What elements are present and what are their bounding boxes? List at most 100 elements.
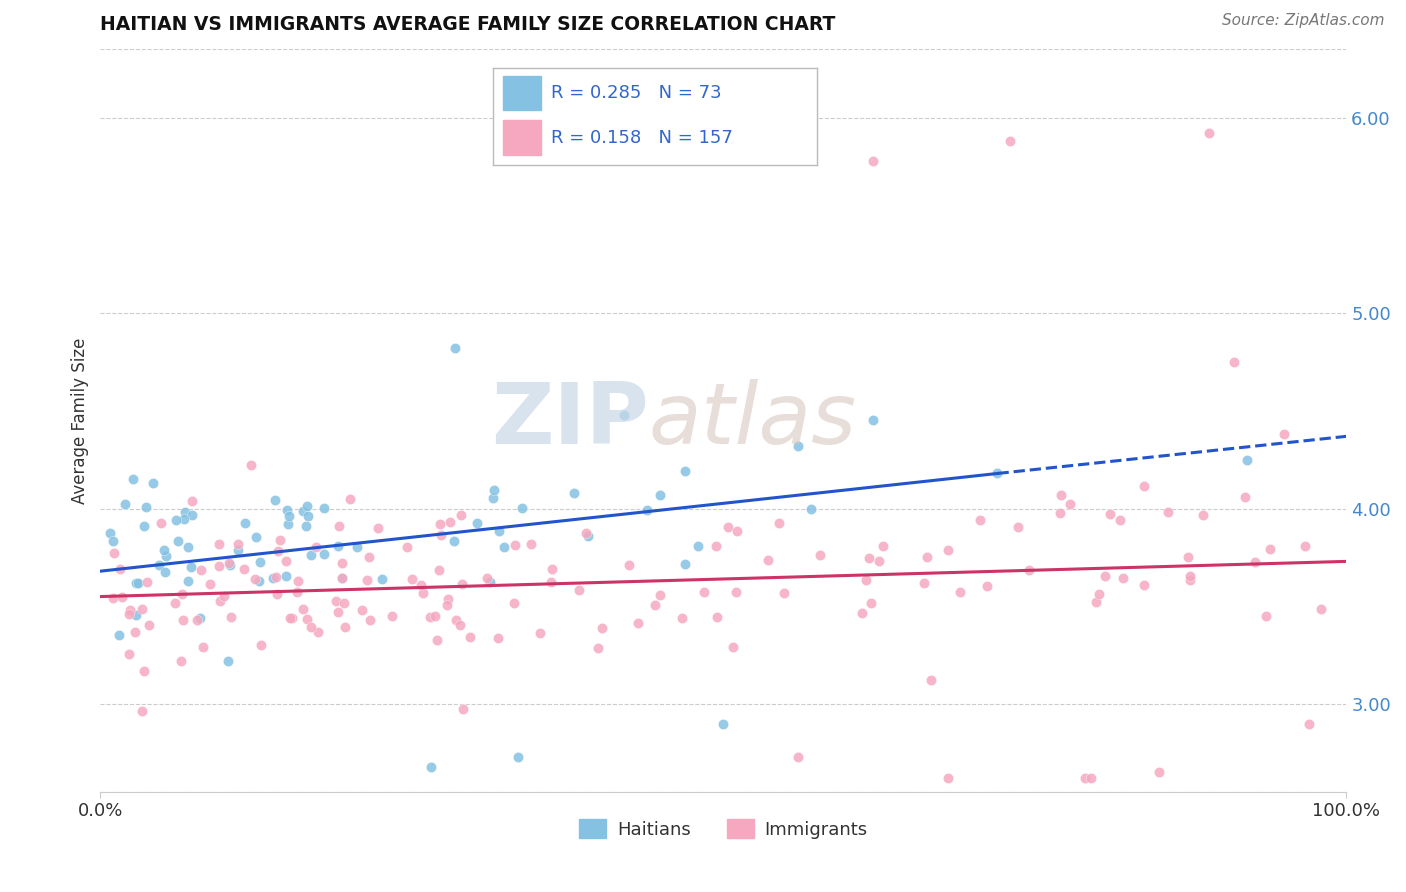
Point <box>276 503 298 517</box>
Point <box>1233 490 1256 504</box>
Point <box>299 620 322 634</box>
Point <box>1007 519 1029 533</box>
Point <box>1236 453 1258 467</box>
Text: Source: ZipAtlas.com: Source: ZipAtlas.com <box>1222 13 1385 29</box>
Point <box>627 616 650 631</box>
Point <box>575 526 598 541</box>
Point <box>188 611 211 625</box>
Point <box>148 558 170 572</box>
Point <box>673 558 696 572</box>
Point <box>453 701 475 715</box>
Point <box>1244 555 1267 569</box>
Point <box>858 551 880 566</box>
Point <box>969 513 991 527</box>
Point <box>233 516 256 530</box>
Point <box>1223 355 1246 369</box>
Point <box>101 533 124 548</box>
Point <box>998 134 1021 148</box>
Point <box>326 605 349 619</box>
Point <box>264 492 287 507</box>
Point <box>693 585 716 599</box>
Point <box>1094 569 1116 583</box>
Point <box>1309 601 1331 615</box>
Point <box>269 533 291 548</box>
Point <box>131 602 153 616</box>
Point <box>808 548 831 562</box>
Point <box>541 562 564 576</box>
Point <box>297 612 319 626</box>
Text: ZIP: ZIP <box>491 379 648 462</box>
Point <box>429 516 451 531</box>
Point <box>217 654 239 668</box>
Point <box>218 558 240 572</box>
Point <box>267 544 290 558</box>
Legend: Haitians, Immigrants: Haitians, Immigrants <box>572 813 875 846</box>
Point <box>467 516 489 530</box>
Point <box>172 586 194 600</box>
Point <box>488 632 510 646</box>
Y-axis label: Average Family Size: Average Family Size <box>72 337 89 504</box>
Point <box>1178 573 1201 587</box>
Point <box>1156 506 1178 520</box>
Point <box>165 513 187 527</box>
Point <box>411 578 433 592</box>
Point <box>233 562 256 576</box>
Point <box>976 579 998 593</box>
Point <box>266 570 288 584</box>
Point <box>437 592 460 607</box>
Point <box>173 505 195 519</box>
Point <box>430 528 453 542</box>
Point <box>173 511 195 525</box>
Point <box>332 571 354 585</box>
Point <box>280 611 302 625</box>
Point <box>773 585 796 599</box>
Point <box>150 516 173 530</box>
Point <box>325 594 347 608</box>
Point <box>1254 608 1277 623</box>
Point <box>181 508 204 522</box>
Point <box>287 574 309 588</box>
Point <box>1298 716 1320 731</box>
Point <box>356 573 378 587</box>
Point <box>274 554 297 568</box>
Point <box>936 772 959 786</box>
Point <box>177 574 200 588</box>
Point <box>706 609 728 624</box>
Point <box>1073 772 1095 786</box>
Point <box>328 519 350 533</box>
Point <box>219 610 242 624</box>
Point <box>125 607 148 622</box>
Point <box>949 585 972 599</box>
Point <box>305 540 328 554</box>
Point <box>429 563 451 577</box>
Point <box>218 557 240 571</box>
Point <box>346 540 368 554</box>
Point <box>339 491 361 506</box>
Point <box>280 611 302 625</box>
Point <box>478 574 501 589</box>
Point <box>330 556 353 570</box>
Point <box>312 501 335 516</box>
Point <box>131 704 153 718</box>
Point <box>249 555 271 569</box>
Point <box>326 539 349 553</box>
Point <box>118 603 141 617</box>
Point <box>1260 542 1282 557</box>
Point <box>443 534 465 549</box>
Point <box>226 542 249 557</box>
Point <box>335 620 357 634</box>
Point <box>529 626 551 640</box>
Point <box>307 625 329 640</box>
Point <box>1080 772 1102 786</box>
Point <box>101 591 124 605</box>
Point <box>482 491 505 505</box>
Point <box>576 528 599 542</box>
Point <box>138 617 160 632</box>
Point <box>724 585 747 599</box>
Point <box>277 516 299 531</box>
Point <box>855 573 877 587</box>
Point <box>1294 539 1316 553</box>
Point <box>243 572 266 586</box>
Point <box>212 589 235 603</box>
Point <box>292 504 315 518</box>
